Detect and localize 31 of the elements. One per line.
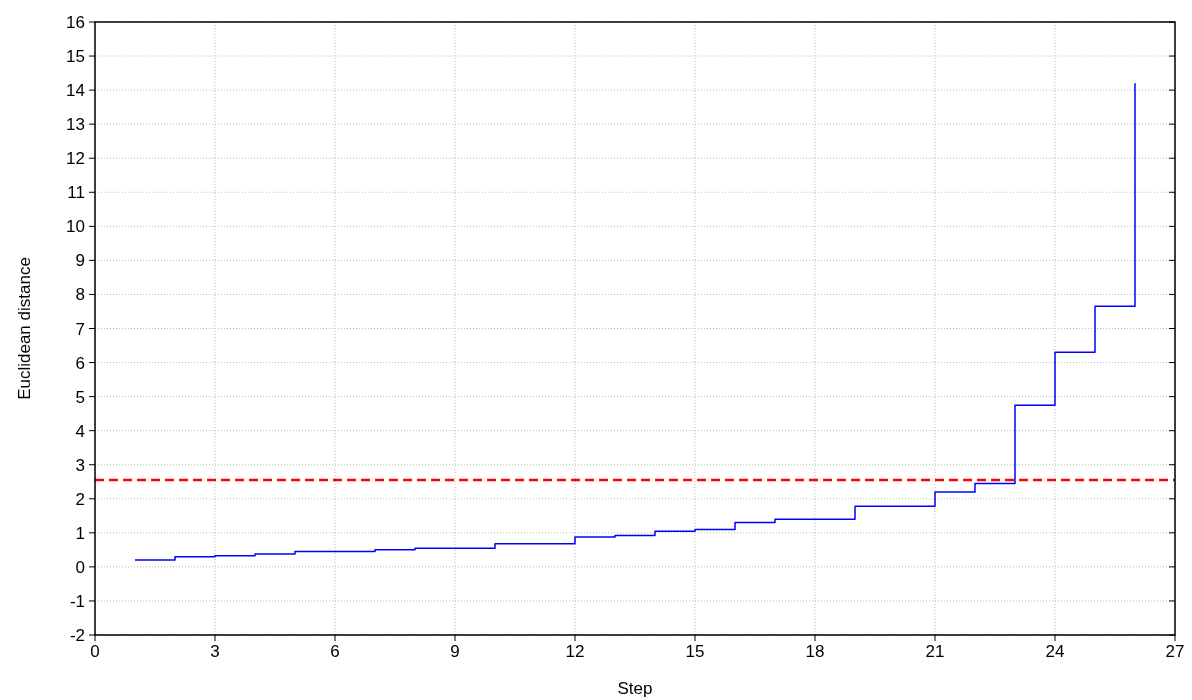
x-tick-label: 12 [565, 642, 585, 661]
x-tick-label: 6 [330, 642, 340, 661]
x-tick-label: 9 [450, 642, 460, 661]
y-tick-label: 15 [66, 47, 85, 67]
y-tick-label: -1 [69, 591, 85, 611]
x-tick-label: 0 [90, 642, 100, 661]
x-tick-label: 27 [1165, 642, 1185, 661]
y-tick-label: 2 [75, 489, 85, 509]
y-tick-label: 8 [75, 285, 85, 305]
y-tick-label: 1 [75, 523, 85, 543]
y-tick-label: 4 [75, 421, 85, 441]
x-tick-label: 15 [685, 642, 705, 661]
y-tick-label: 5 [75, 387, 85, 407]
y-tick-label: 3 [75, 455, 85, 475]
x-tick-label: 3 [210, 642, 220, 661]
y-tick-label: 10 [66, 217, 85, 237]
x-tick-label: 18 [805, 642, 825, 661]
y-tick-label: 0 [75, 557, 85, 577]
y-tick-label: 12 [66, 149, 85, 169]
y-tick-label: 7 [75, 319, 85, 339]
y-tick-label: -2 [69, 626, 85, 645]
x-tick-label: 21 [925, 642, 945, 661]
x-tick-label: 24 [1045, 642, 1065, 661]
y-tick-label: 6 [75, 353, 85, 373]
y-axis-title: Euclidean distance [15, 257, 34, 400]
y-tick-label: 16 [66, 13, 85, 32]
y-tick-label: 11 [67, 183, 85, 203]
y-tick-label: 9 [75, 251, 85, 271]
y-tick-label: 13 [66, 115, 85, 135]
y-tick-label: 14 [66, 81, 85, 101]
x-axis-title: Step [617, 679, 653, 698]
